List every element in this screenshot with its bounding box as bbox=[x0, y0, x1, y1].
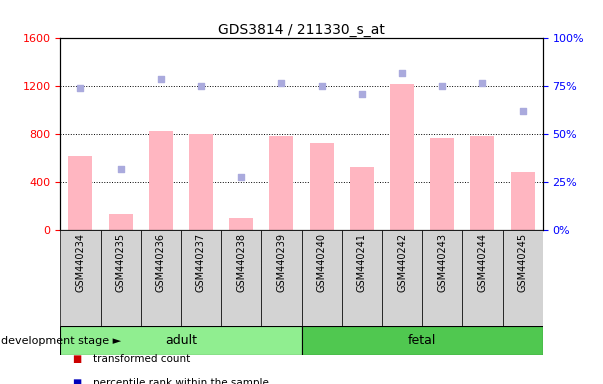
Bar bbox=[270, 136, 294, 230]
Bar bbox=[309, 143, 333, 230]
Bar bbox=[350, 167, 374, 230]
Point bbox=[75, 85, 85, 91]
Text: development stage ►: development stage ► bbox=[1, 336, 121, 346]
Text: GSM440238: GSM440238 bbox=[236, 233, 246, 292]
Bar bbox=[140, 230, 181, 326]
Title: GDS3814 / 211330_s_at: GDS3814 / 211330_s_at bbox=[218, 23, 385, 37]
Text: adult: adult bbox=[165, 334, 197, 347]
Bar bbox=[68, 156, 92, 230]
Text: GSM440236: GSM440236 bbox=[156, 233, 166, 292]
Text: GSM440240: GSM440240 bbox=[317, 233, 327, 292]
Text: fetal: fetal bbox=[408, 334, 437, 347]
Bar bbox=[422, 230, 463, 326]
Text: transformed count: transformed count bbox=[93, 354, 191, 364]
Bar bbox=[511, 172, 535, 230]
Text: GSM440239: GSM440239 bbox=[276, 233, 286, 292]
Bar bbox=[342, 230, 382, 326]
Bar bbox=[189, 134, 213, 230]
Point bbox=[196, 83, 206, 89]
Bar bbox=[302, 230, 342, 326]
Bar bbox=[390, 84, 414, 230]
Bar bbox=[470, 136, 494, 230]
Point bbox=[317, 83, 326, 89]
Text: ■: ■ bbox=[72, 378, 81, 384]
Point bbox=[116, 166, 125, 172]
Bar bbox=[60, 230, 101, 326]
Text: percentile rank within the sample: percentile rank within the sample bbox=[93, 378, 270, 384]
Point bbox=[478, 79, 487, 86]
Text: GSM440242: GSM440242 bbox=[397, 233, 407, 292]
Bar bbox=[60, 326, 302, 355]
Text: GSM440245: GSM440245 bbox=[517, 233, 528, 292]
Bar bbox=[181, 230, 221, 326]
Bar bbox=[149, 131, 173, 230]
Text: ■: ■ bbox=[72, 354, 81, 364]
Bar bbox=[101, 230, 140, 326]
Text: GSM440237: GSM440237 bbox=[196, 233, 206, 292]
Bar bbox=[109, 214, 133, 230]
Bar bbox=[502, 230, 543, 326]
Bar bbox=[430, 138, 454, 230]
Text: GSM440241: GSM440241 bbox=[357, 233, 367, 292]
Point bbox=[277, 79, 286, 86]
Point bbox=[236, 174, 246, 180]
Bar bbox=[382, 230, 422, 326]
Point bbox=[357, 91, 367, 97]
Bar bbox=[261, 230, 302, 326]
Bar bbox=[302, 326, 543, 355]
Text: GSM440243: GSM440243 bbox=[437, 233, 447, 292]
Bar bbox=[229, 218, 253, 230]
Text: GSM440244: GSM440244 bbox=[478, 233, 487, 292]
Point bbox=[437, 83, 447, 89]
Bar bbox=[463, 230, 502, 326]
Point bbox=[156, 76, 166, 82]
Text: GSM440235: GSM440235 bbox=[116, 233, 125, 292]
Text: GSM440234: GSM440234 bbox=[75, 233, 86, 292]
Point bbox=[518, 108, 528, 114]
Bar bbox=[221, 230, 261, 326]
Point bbox=[397, 70, 407, 76]
